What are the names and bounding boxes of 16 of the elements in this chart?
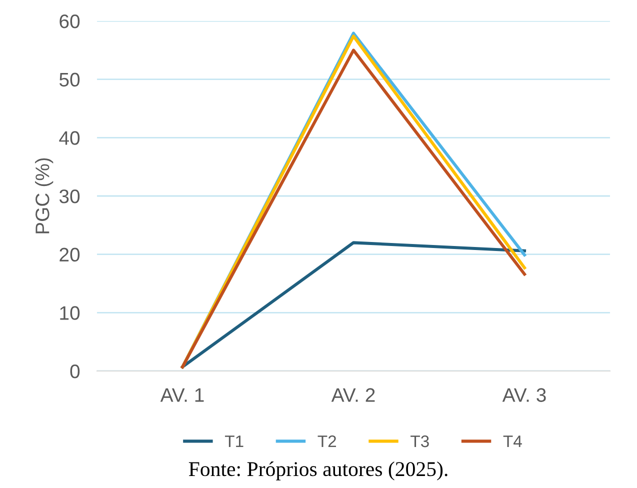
y-tick-label: 40	[59, 131, 80, 145]
source-note: Fonte: Próprios autores (2025).	[188, 461, 448, 480]
y-axis-title: PGC (%)	[35, 158, 54, 234]
y-tick-label: 0	[70, 364, 80, 378]
y-tick-label: 10	[60, 306, 80, 320]
x-tick-label: AV. 1	[160, 388, 204, 402]
y-tick-label: 30	[59, 189, 80, 204]
x-tick-label: AV. 2	[331, 388, 375, 402]
y-tick-label: 20	[60, 248, 80, 262]
legend-label: T2	[318, 435, 336, 448]
legend-label: T3	[410, 435, 429, 448]
legend-label: T1	[224, 436, 244, 448]
legend-label: T4	[503, 436, 522, 448]
y-tick-label: 60	[60, 14, 80, 28]
y-tick-label: 50	[59, 72, 80, 87]
x-tick-label: AV. 3	[502, 388, 546, 402]
